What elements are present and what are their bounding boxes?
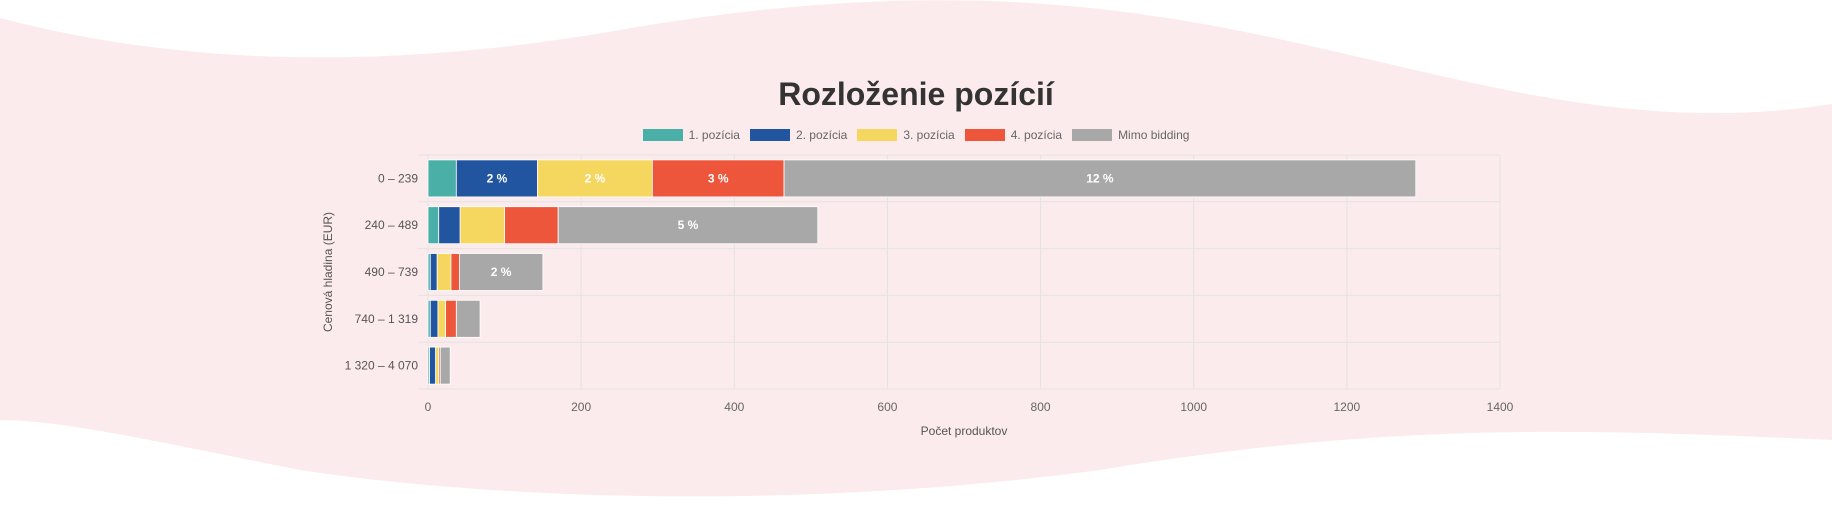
x-tick-label: 1400 [1487, 400, 1514, 414]
legend-swatch [964, 129, 1005, 141]
legend-label: 3. pozícia [903, 128, 955, 142]
legend-label: 4. pozícia [1010, 128, 1063, 142]
legend-item[interactable]: 1. pozícia [642, 128, 740, 142]
bar-segment [459, 206, 505, 245]
bar-segment [450, 253, 460, 291]
data-label: 12 % [1086, 171, 1114, 185]
bar-segment [445, 299, 457, 338]
bar-segment [455, 299, 481, 338]
x-tick-label: 600 [877, 400, 897, 414]
bar-segment [783, 159, 1417, 198]
bar-segment [435, 346, 440, 385]
bar-segment [537, 159, 653, 198]
legend-swatch [642, 129, 683, 141]
bar-segment [429, 346, 437, 385]
chart-title: Rozloženie pozícií [778, 76, 1054, 112]
data-label: 5 % [678, 218, 699, 232]
legend-swatch [749, 129, 790, 141]
legend-swatch [857, 129, 898, 141]
x-tick-label: 200 [571, 400, 591, 414]
data-label: 2 % [487, 171, 508, 185]
legend-label: 2. pozícia [795, 128, 848, 142]
bar-segment [427, 159, 457, 198]
bar-segment [458, 253, 544, 291]
data-label: 2 % [491, 265, 512, 279]
legend-item[interactable]: 4. pozícia [964, 128, 1063, 142]
bar-segment [439, 346, 451, 385]
legend-item[interactable]: Mimo bidding [1072, 128, 1189, 142]
legend-label: 1. pozícia [688, 128, 740, 142]
y-tick-label: 490 – 739 [365, 265, 419, 279]
y-axis-label: Cenová hladina (EUR) [321, 212, 335, 332]
x-tick-label: 0 [425, 400, 432, 414]
legend-label: Mimo bidding [1118, 128, 1190, 142]
x-tick-label: 800 [1031, 400, 1051, 414]
y-tick-label: 1 320 – 4 070 [345, 359, 419, 373]
x-tick-label: 1000 [1180, 400, 1207, 414]
y-tick-label: 0 – 239 [378, 171, 418, 185]
chart-legend: 1. pozícia 2. pozícia 3. pozícia 4. pozícia… [0, 128, 1832, 142]
y-tick-label: 240 – 489 [365, 218, 419, 232]
bar-segment [436, 253, 452, 291]
x-axis-label: Počet produktov [921, 424, 1008, 438]
bar-segment [557, 206, 819, 245]
data-label: 3 % [708, 171, 729, 185]
bar-segment [429, 299, 439, 338]
legend-swatch [1072, 129, 1113, 141]
x-tick-label: 400 [724, 400, 744, 414]
legend-item[interactable]: 2. pozícia [749, 128, 848, 142]
x-tick-label: 1200 [1334, 400, 1361, 414]
bars: 2 % 2 % 3 % 12 % 5 % 2 % [427, 159, 1417, 385]
legend-item[interactable]: 3. pozícia [857, 128, 955, 142]
bar-segment [437, 299, 447, 338]
data-label: 2 % [585, 171, 606, 185]
bar-segment [427, 206, 440, 245]
y-tick-label: 740 – 1 319 [355, 312, 419, 326]
bar-segment [651, 159, 785, 198]
bar-segment [504, 206, 559, 245]
bar-segment [438, 206, 461, 245]
bar-segment [429, 253, 438, 291]
